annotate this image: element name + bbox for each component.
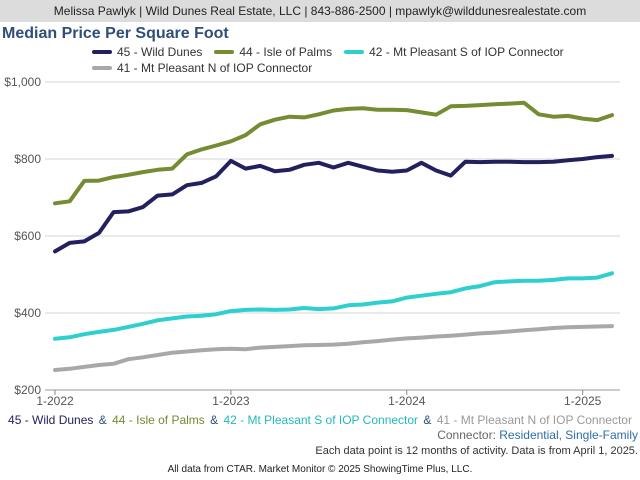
series-line-42-mt-pleasant-s-of-iop-connector <box>53 271 614 341</box>
filter-label: Connector: <box>437 428 496 442</box>
legend-row-1: 45 - Wild Dunes 44 - Isle of Palms 42 - … <box>92 45 576 59</box>
x-tick-label: 1-2023 <box>212 394 250 408</box>
x-tick-label: 1-2022 <box>36 394 74 408</box>
caption-series-mt-pleasant-n: 41 - Mt Pleasant N of IOP Connector <box>436 413 632 427</box>
legend-label-mt-pleasant-n: 41 - Mt Pleasant N of IOP Connector <box>117 61 313 75</box>
y-tick-label: $600 <box>14 229 41 243</box>
series-caption: 45 - Wild Dunes & 44 - Isle of Palms & 4… <box>0 413 640 427</box>
legend-row-2: 41 - Mt Pleasant N of IOP Connector <box>92 61 324 75</box>
filter-value: Residential, Single-Family <box>499 428 638 442</box>
legend-label-wild-dunes: 45 - Wild Dunes <box>117 45 203 59</box>
legend-swatch-isle-of-palms <box>214 50 235 54</box>
legend-item-isle-of-palms: 44 - Isle of Palms <box>214 45 332 59</box>
series-line-44-isle-of-palms <box>53 100 614 206</box>
footer-text: All data from CTAR. Market Monitor © 202… <box>167 464 473 475</box>
filter-line: Connector: Residential, Single-Family <box>437 428 638 442</box>
legend-item-mt-pleasant-s: 42 - Mt Pleasant S of IOP Connector <box>344 45 564 59</box>
chart-title: Median Price Per Square Foot <box>2 25 229 42</box>
legend-item-mt-pleasant-n: 41 - Mt Pleasant N of IOP Connector <box>92 61 312 75</box>
legend-item-wild-dunes: 45 - Wild Dunes <box>92 45 202 59</box>
caption-separator: & <box>210 413 219 427</box>
legend-swatch-wild-dunes <box>92 50 112 54</box>
x-tick-label: 1-2024 <box>388 394 426 408</box>
contact-text: Melissa Pawlyk | Wild Dunes Real Estate,… <box>53 4 587 18</box>
caption-series-wild-dunes: 45 - Wild Dunes <box>8 413 94 427</box>
series-line-41-mt-pleasant-n-of-iop-connector <box>53 324 614 372</box>
caption-separator: & <box>98 413 107 427</box>
y-tick-label: $400 <box>14 306 41 320</box>
legend-swatch-mt-pleasant-n <box>92 66 112 70</box>
caption-series-isle-of-palms: 44 - Isle of Palms <box>112 413 205 427</box>
contact-bar: Melissa Pawlyk | Wild Dunes Real Estate,… <box>0 0 640 22</box>
caption-series-mt-pleasant-s: 42 - Mt Pleasant S of IOP Connector <box>223 413 419 427</box>
y-tick-label: $1,000 <box>4 75 41 89</box>
legend-swatch-mt-pleasant-s <box>344 50 365 54</box>
caption-separator: & <box>423 413 432 427</box>
data-note: Each data point is 12 months of activity… <box>315 445 638 457</box>
line-chart: $200 $400 $600 $800 $1,000 1-2022 1-2023 1-2024… <box>4 75 620 408</box>
y-tick-label: $800 <box>14 152 41 166</box>
y-tick-label: $200 <box>14 383 41 397</box>
x-tick-label: 1-2025 <box>564 394 602 408</box>
legend-label-mt-pleasant-s: 42 - Mt Pleasant S of IOP Connector <box>369 45 564 59</box>
series-line-45-wild-dunes <box>53 153 614 254</box>
legend-label-isle-of-palms: 44 - Isle of Palms <box>239 45 333 59</box>
